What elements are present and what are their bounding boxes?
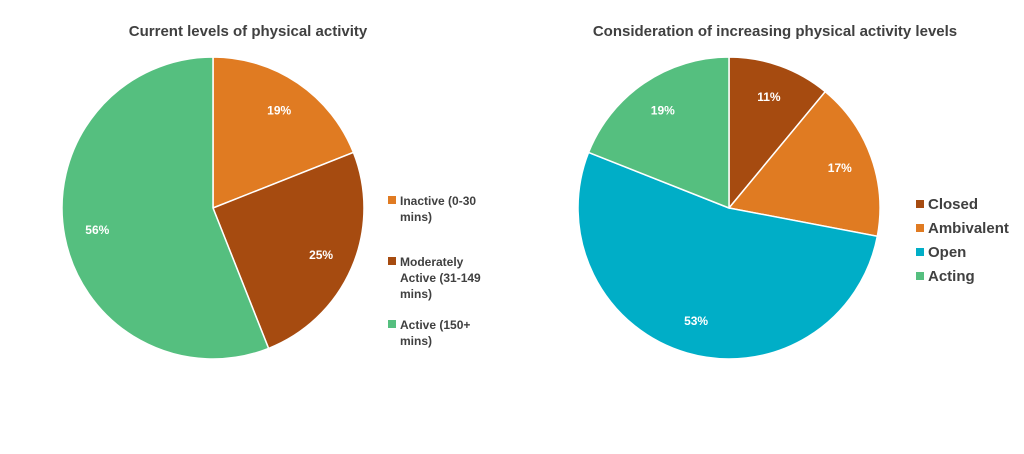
chart1-pie [61, 56, 365, 360]
chart1-slice-active [61, 56, 270, 360]
chart2-title: Consideration of increasing physical act… [593, 23, 957, 40]
chart2-legend-label-open: Open [928, 244, 966, 261]
chart1-legend-item-inactive: Inactive (0-30 mins) [388, 194, 479, 224]
chart1-label-moderately-active: 25% [309, 248, 333, 262]
chart2-legend-swatch-ambivalent [916, 224, 924, 232]
chart2-legend-item-ambivalent: Ambivalent [916, 220, 1009, 237]
chart1-legend-item-moderately-active: Moderately Active (31-149 mins) [388, 255, 484, 301]
chart1-slice-moderately-active [212, 151, 365, 350]
chart1-title: Current levels of physical activity [129, 23, 368, 40]
chart1-legend-label-inactive: Inactive (0-30 mins) [400, 194, 479, 224]
chart2-slice-acting [587, 56, 730, 210]
chart1-legend-swatch-inactive [388, 196, 396, 204]
chart2-slice-open [577, 151, 879, 360]
chart2-legend-label-ambivalent: Ambivalent [928, 220, 1009, 237]
chart2-label-open: 53% [684, 314, 708, 328]
chart1-legend: Inactive (0-30 mins) Moderately Active (… [388, 194, 484, 348]
chart1-label-active: 56% [85, 223, 109, 237]
activity-levels-chart: Current levels of physical activity 19% … [61, 23, 484, 360]
chart2-label-ambivalent: 17% [828, 161, 852, 175]
chart2-legend-item-acting: Acting [916, 268, 975, 285]
chart2-label-acting: 19% [651, 104, 675, 118]
chart1-legend-item-active: Active (150+ mins) [388, 318, 474, 348]
consideration-chart: Consideration of increasing physical act… [577, 23, 1009, 360]
chart1-legend-swatch-moderately-active [388, 257, 396, 265]
chart2-pie [577, 56, 881, 360]
chart1-legend-label-active: Active (150+ mins) [400, 318, 474, 348]
chart1-legend-label-moderately-active: Moderately Active (31-149 mins) [400, 255, 484, 301]
chart1-slice-inactive [212, 56, 355, 210]
chart2-label-closed: 11% [757, 90, 781, 104]
chart2-slice-closed [728, 56, 827, 211]
chart1-legend-swatch-active [388, 320, 396, 328]
chart2-data-labels: 11% 17% 53% 19% [651, 90, 852, 328]
chart2-legend-label-closed: Closed [928, 196, 978, 213]
chart2-legend-item-open: Open [916, 244, 966, 261]
chart2-legend-label-acting: Acting [928, 268, 975, 285]
chart1-data-labels: 19% 25% 56% [85, 104, 333, 262]
chart2-legend-swatch-open [916, 248, 924, 256]
chart2-legend-swatch-closed [916, 200, 924, 208]
chart2-legend-item-closed: Closed [916, 196, 978, 213]
chart2-legend: Closed Ambivalent Open Acting [916, 196, 1009, 285]
chart1-label-inactive: 19% [267, 104, 291, 118]
chart2-slice-ambivalent [727, 90, 881, 238]
chart2-legend-swatch-acting [916, 272, 924, 280]
